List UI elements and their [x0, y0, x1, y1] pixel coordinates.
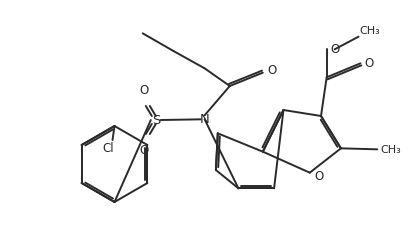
Text: S: S — [152, 114, 160, 126]
Text: O: O — [315, 170, 324, 183]
Text: CH₃: CH₃ — [380, 145, 401, 155]
Text: O: O — [268, 64, 277, 77]
Text: O: O — [331, 43, 340, 56]
Text: O: O — [139, 84, 148, 96]
Text: N: N — [200, 113, 209, 126]
Text: CH₃: CH₃ — [360, 26, 380, 36]
Text: O: O — [364, 57, 374, 70]
Text: Cl: Cl — [103, 142, 114, 155]
Text: O: O — [139, 144, 148, 156]
